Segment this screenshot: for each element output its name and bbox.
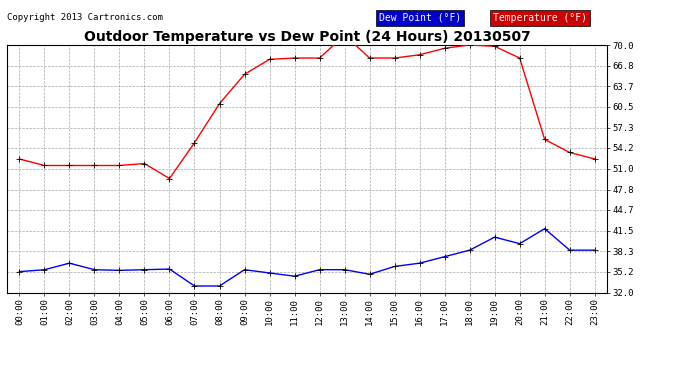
Text: Temperature (°F): Temperature (°F) (493, 13, 587, 23)
Text: Dew Point (°F): Dew Point (°F) (379, 13, 462, 23)
Title: Outdoor Temperature vs Dew Point (24 Hours) 20130507: Outdoor Temperature vs Dew Point (24 Hou… (83, 30, 531, 44)
Text: Copyright 2013 Cartronics.com: Copyright 2013 Cartronics.com (7, 13, 163, 22)
